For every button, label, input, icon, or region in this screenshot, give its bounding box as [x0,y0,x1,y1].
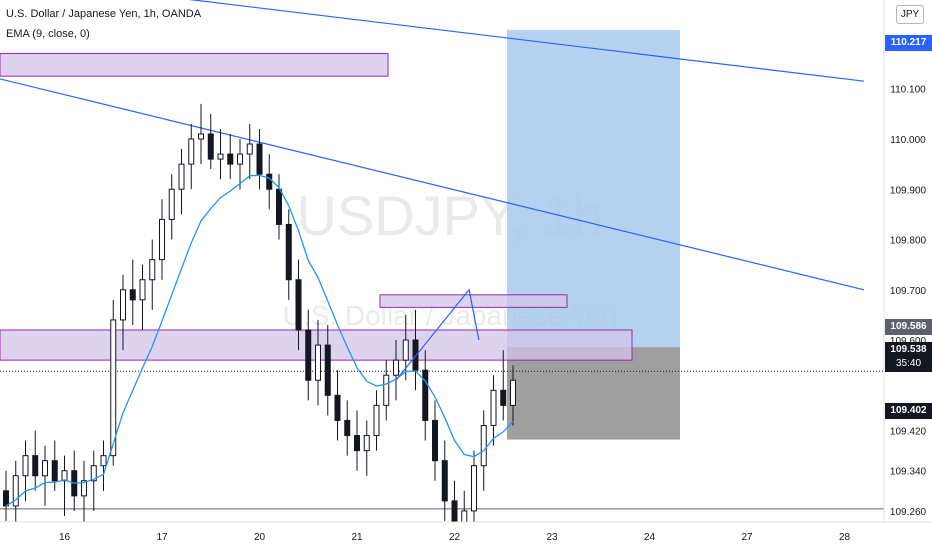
candle-body [51,460,58,482]
y-tick-label: 109.800 [890,236,927,247]
x-tick-label: 28 [839,532,851,543]
y-tick-label: 109.260 [890,507,927,518]
candle-body [129,289,136,301]
candle-body [500,389,507,406]
candle-body [276,188,282,225]
candle-body [363,435,370,452]
candle-body [285,223,292,281]
candle-body [256,143,263,175]
plot-background [0,0,884,522]
candle-body [510,379,516,406]
candle-body [422,369,429,421]
candle-body [266,173,273,190]
y-tick-label: 110.100 [890,85,926,96]
candle-body [139,279,146,301]
target-price-label: 110.217 [885,35,932,51]
price-axis-bg [884,0,932,522]
candle-body [324,344,331,396]
x-tick-label: 16 [59,532,71,543]
entry-price-label: 109.586 [885,319,932,335]
candle-body [149,259,156,281]
time-axis: 16 17 20 21 22 23 24 27 28 [0,521,932,550]
candle-body [110,319,117,457]
y-tick-label: 109.900 [890,185,927,196]
x-tick-label: 23 [546,532,558,543]
candle-body [246,143,253,155]
candle-body [334,394,341,421]
candle-body [383,374,390,406]
sr-zone [0,53,389,77]
y-tick-label: 110.000 [890,135,926,146]
candle-body [168,188,175,220]
candle-body [295,279,302,331]
countdown-timer: 35:40 [895,358,922,369]
candle-body [81,480,87,497]
candle-body [237,153,243,165]
y-tick-label: 109.600 [890,336,927,347]
candle-body [227,153,234,165]
candle-body [412,339,419,371]
stop-price-label: 109.402 [885,403,932,419]
candle-body [393,359,399,376]
sr-zone [379,294,568,308]
candle-body [120,289,126,321]
x-tick-label: 20 [254,532,266,543]
candle-body [217,153,224,160]
y-tick-label: 109.340 [890,467,927,478]
candle-body [490,389,497,426]
position-loss-zone [507,347,680,440]
candle-body [3,490,9,507]
price-axis: 110.200110.100110.000109.900109.800109.7… [883,0,932,550]
candle-body [188,138,195,165]
x-tick-label: 22 [449,532,461,543]
candle-body [178,163,185,190]
position-profit-zone [507,29,680,348]
y-tick-label: 109.420 [890,427,927,438]
ema-line [5,174,514,507]
candle-body [198,133,204,140]
projection-path [395,288,480,381]
y-tick-label: 109.700 [890,286,927,297]
candle-body [441,460,448,502]
currency-button[interactable]: JPY [896,5,924,24]
time-axis-bg [0,522,932,550]
x-tick-label: 21 [351,532,363,543]
candle-body [12,475,19,507]
candle-body [90,465,97,482]
trendline [188,0,865,82]
candle-body [100,455,107,467]
last-price-value: 109.538 [890,344,927,355]
candle-body [22,455,29,477]
x-tick-label: 24 [644,532,656,543]
candles [3,103,516,550]
candle-body [373,404,380,437]
candle-body [207,133,214,160]
trendline [0,78,865,291]
candle-body [32,455,39,477]
candle-body [402,339,409,361]
candle-body [344,419,351,437]
candle-body [305,329,312,381]
candle-body [480,424,487,467]
candle-body [471,465,477,512]
candle-body [315,344,321,381]
symbol-title[interactable]: U.S. Dollar / Japanese Yen, 1h, OANDA [6,8,202,20]
plot-area: USDJPY, 1hU.S. Dollar / Japanese Yen [0,0,885,550]
candle-body [61,470,68,482]
candle-body [42,460,48,477]
indicator-legend[interactable]: EMA (9, close, 0) [6,28,90,40]
x-tick-label: 27 [741,532,753,543]
candle-body [354,435,360,452]
candle-body [432,419,438,462]
x-tick-label: 17 [156,532,168,543]
candle-body [159,218,165,261]
last-price-label: 109.538 35:40 [885,342,932,372]
